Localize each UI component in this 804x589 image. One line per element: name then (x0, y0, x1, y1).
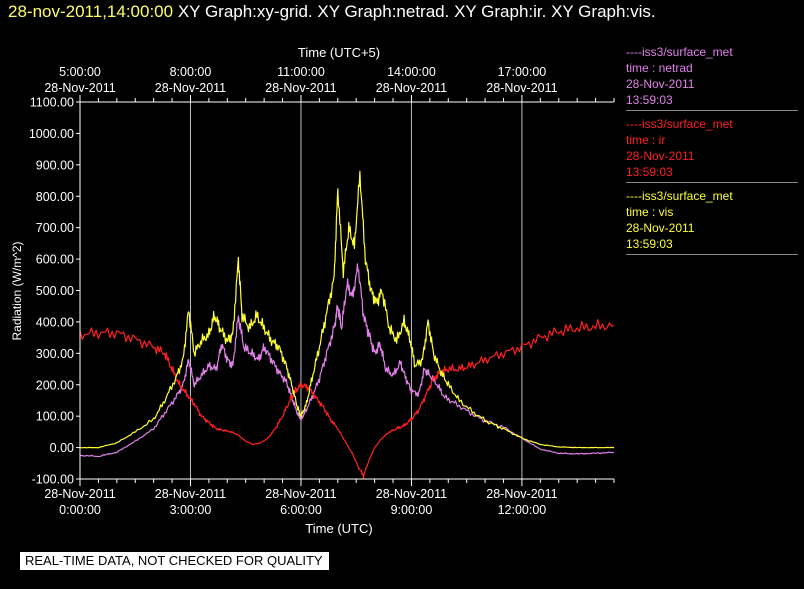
x-top-tick-label-time: 14:00:00 (387, 65, 436, 79)
x-top-tick-label-date: 28-Nov-2011 (486, 81, 557, 95)
y-axis-label: Radiation (W/m^2) (10, 242, 24, 341)
series-lines (79, 170, 615, 479)
y-tick-label: 200.00 (36, 378, 74, 392)
y-tick-label: 700.00 (36, 221, 74, 235)
legend-divider (626, 110, 798, 111)
legend-source: ----iss3/surface_met (626, 117, 733, 131)
legend-time: 13:59:03 (626, 93, 673, 107)
legend-date: 28-Nov-2011 (626, 77, 695, 91)
y-tick-label: 800.00 (36, 190, 74, 204)
x-tick-label-time: 9:00:00 (391, 503, 433, 517)
legend-label: time : vis (626, 205, 674, 219)
legend-label: time : netrad (626, 61, 693, 75)
legend-time: 13:59:03 (626, 237, 673, 251)
x-tick-label-date: 28-Nov-2011 (44, 487, 115, 501)
y-tick-label: 0.00 (50, 441, 74, 455)
quality-disclaimer: REAL-TIME DATA, NOT CHECKED FOR QUALITY (20, 552, 329, 570)
y-tick-label: 1100.00 (30, 96, 74, 110)
x-tick-label-time: 3:00:00 (170, 503, 212, 517)
y-tick-label: 1000.00 (29, 127, 74, 141)
x-top-tick-label-date: 28-Nov-2011 (265, 81, 336, 95)
series-line-vis (79, 170, 615, 449)
axis-labels: Time (UTC) Time (UTC+5) Radiation (W/m^2… (10, 45, 380, 536)
legend-divider (626, 182, 798, 183)
series-line-netrad (79, 263, 615, 458)
x-top-tick-label-date: 28-Nov-2011 (155, 81, 226, 95)
y-tick-label: 900.00 (36, 158, 74, 172)
legend-label: time : ir (626, 133, 666, 147)
x-tick-label-date: 28-Nov-2011 (265, 487, 336, 501)
y-tick-label: 300.00 (36, 347, 74, 361)
x-axis-top-label: Time (UTC+5) (298, 45, 380, 60)
x-tick-label-time: 0:00:00 (59, 503, 101, 517)
x-axis-label: Time (UTC) (305, 521, 372, 536)
legend-time: 13:59:03 (626, 165, 673, 179)
legend-netrad: ----iss3/surface_met time : netrad 28-No… (626, 44, 798, 111)
x-tick-label-date: 28-Nov-2011 (486, 487, 557, 501)
legend-divider (626, 254, 798, 255)
y-tick-label: 500.00 (36, 284, 74, 298)
y-tick-label: 100.00 (36, 410, 74, 424)
series-line-ir (79, 319, 615, 479)
legend-source: ----iss3/surface_met (626, 45, 733, 59)
chart-header: 28-nov-2011,14:00:00 XY Graph:xy-grid. X… (8, 2, 656, 22)
legend-date: 28-Nov-2011 (626, 149, 695, 163)
x-top-tick-label-date: 28-Nov-2011 (44, 81, 115, 95)
x-top-tick-label-date: 28-Nov-2011 (376, 81, 447, 95)
x-top-tick-label-time: 17:00:00 (498, 65, 547, 79)
x-top-tick-label-time: 5:00:00 (59, 65, 101, 79)
x-tick-label-time: 12:00:00 (498, 503, 547, 517)
x-tick-label-date: 28-Nov-2011 (376, 487, 447, 501)
x-tick-label-date: 28-Nov-2011 (155, 487, 226, 501)
x-top-tick-label-time: 8:00:00 (170, 65, 212, 79)
x-top-tick-label-time: 11:00:00 (277, 65, 325, 79)
header-graph-list: XY Graph:xy-grid. XY Graph:netrad. XY Gr… (177, 2, 656, 21)
y-tick-label: 600.00 (36, 253, 74, 267)
axes: -100.00 0.00 100.00 200.00 300.00 400.00 500.0… (29, 65, 615, 517)
legend-vis: ----iss3/surface_met time : vis 28-Nov-2… (626, 188, 798, 255)
legend-date: 28-Nov-2011 (626, 221, 695, 235)
y-tick-label: 400.00 (36, 315, 74, 329)
legend-ir: ----iss3/surface_met time : ir 28-Nov-20… (626, 116, 798, 183)
header-timestamp: 28-nov-2011,14:00:00 (8, 2, 174, 21)
legend-source: ----iss3/surface_met (626, 189, 733, 203)
y-tick-label: -100.00 (32, 473, 74, 487)
x-tick-label-time: 6:00:00 (280, 503, 322, 517)
